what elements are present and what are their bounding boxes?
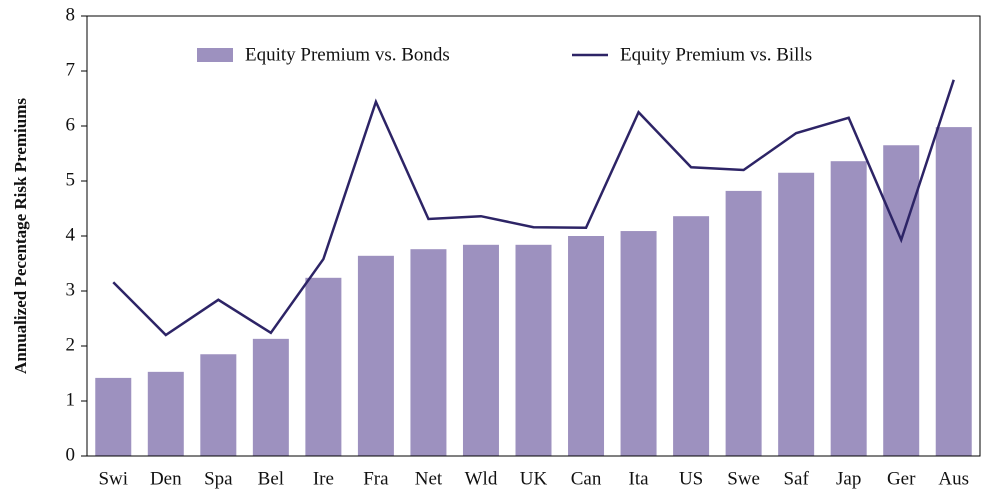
- x-tick-label: Ger: [887, 468, 916, 489]
- x-tick-label: Fra: [363, 468, 389, 489]
- bar: [95, 377, 132, 456]
- x-tick-label: Den: [150, 468, 182, 489]
- x-tick-label: Bel: [258, 468, 284, 489]
- x-tick-label: Saf: [783, 468, 809, 489]
- x-tick-label: Swe: [727, 468, 760, 489]
- y-axis-label: Annualized Pecentage Risk Premiums: [11, 98, 30, 374]
- bar: [620, 231, 657, 456]
- y-tick-label: 2: [66, 334, 76, 355]
- x-tick-label: UK: [520, 468, 548, 489]
- bar: [252, 338, 289, 456]
- y-tick-label: 7: [66, 59, 76, 80]
- y-tick-label: 0: [66, 444, 76, 465]
- bar: [147, 371, 184, 456]
- y-tick-label: 5: [66, 169, 76, 190]
- x-tick-label: Jap: [836, 468, 861, 489]
- x-tick-label: US: [679, 468, 703, 489]
- legend-label: Equity Premium vs. Bills: [620, 44, 812, 65]
- x-tick-label: Wld: [465, 468, 498, 489]
- x-tick-label: Net: [415, 468, 443, 489]
- x-tick-label: Aus: [938, 468, 969, 489]
- bar: [568, 236, 605, 456]
- y-tick-label: 3: [66, 279, 76, 300]
- bar: [935, 127, 972, 456]
- x-tick-label: Spa: [204, 468, 233, 489]
- bar: [410, 249, 447, 456]
- line: [112, 79, 955, 337]
- bar: [673, 216, 710, 456]
- y-tick-label: 4: [66, 224, 76, 245]
- y-tick-label: 6: [66, 114, 76, 135]
- bar: [462, 244, 499, 456]
- bar: [305, 277, 342, 456]
- bar: [883, 145, 920, 456]
- x-tick-label: Ita: [629, 468, 650, 489]
- bar: [357, 255, 394, 456]
- y-tick-label: 1: [66, 389, 76, 410]
- bar: [725, 190, 762, 456]
- bar: [778, 172, 815, 456]
- legend-swatch: [197, 48, 233, 62]
- bar: [830, 161, 867, 456]
- legend-label: Equity Premium vs. Bonds: [245, 44, 450, 65]
- x-tick-label: Can: [571, 468, 602, 489]
- x-tick-label: Ire: [313, 468, 334, 489]
- bar: [200, 354, 237, 456]
- x-tick-label: Swi: [98, 468, 128, 489]
- plot-frame: [86, 15, 981, 457]
- bar: [515, 244, 552, 456]
- y-tick-label: 8: [66, 4, 76, 25]
